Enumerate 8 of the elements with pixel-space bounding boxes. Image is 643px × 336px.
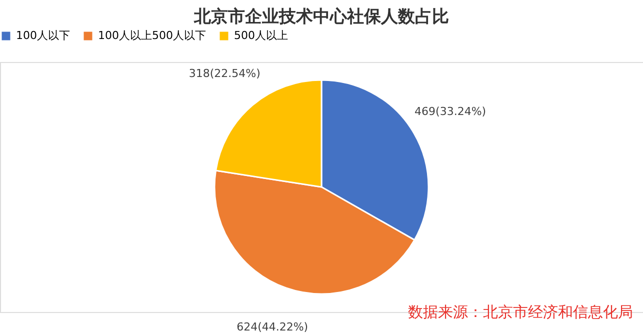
data-label: 318(22.54%) <box>188 66 260 80</box>
legend-label: 500人以上 <box>234 29 288 42</box>
source-note: 数据来源：北京市经济和信息化局 <box>408 303 633 321</box>
legend-label: 100人以下 <box>16 29 70 42</box>
data-label: 469(33.24%) <box>414 105 486 118</box>
chart-title: 北京市企业技术中心社保人数占比 <box>193 7 449 27</box>
data-label: 624(44.22%) <box>236 320 308 334</box>
legend-label: 100人以上500人以下 <box>98 29 206 42</box>
